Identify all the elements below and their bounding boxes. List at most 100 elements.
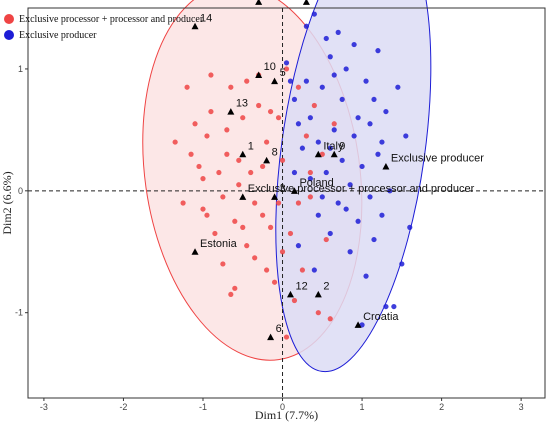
point-series-0-47 — [303, 133, 309, 139]
supp-label-4: 5 — [280, 67, 286, 79]
supp-label-12: 3 — [280, 183, 286, 195]
point-series-0-2 — [188, 151, 194, 157]
supp-label-3: 10 — [264, 61, 276, 73]
point-series-1-1 — [287, 78, 294, 84]
supp-label-14: Estonia — [200, 238, 238, 250]
point-series-1-2 — [291, 96, 298, 103]
point-series-1-38 — [403, 133, 409, 139]
point-series-0-45 — [295, 84, 302, 90]
supp-marker-9 — [330, 150, 338, 158]
point-series-1-46 — [303, 78, 309, 84]
point-series-0-19 — [232, 285, 238, 291]
point-series-1-18 — [339, 96, 345, 103]
legend-marker-processor — [4, 14, 14, 24]
legend-label-producer: Exclusive producer — [19, 30, 97, 41]
point-series-0-28 — [252, 255, 258, 261]
y-tick-label-1: 0 — [18, 186, 23, 196]
point-series-1-17 — [339, 157, 345, 163]
axis-ticks: -3 -2 -1 0 1 2 3-101 — [15, 64, 524, 412]
point-series-0-20 — [236, 157, 242, 163]
point-series-1-21 — [347, 182, 353, 188]
x-tick-label-3: 0 — [280, 402, 285, 412]
point-series-0-11 — [212, 230, 218, 237]
supp-marker-5 — [227, 108, 235, 115]
point-series-0-58 — [295, 200, 302, 206]
supp-label-18: 6 — [276, 323, 282, 335]
point-series-1-23 — [355, 218, 361, 224]
point-series-0-26 — [248, 169, 254, 176]
y-axis-label: Dim2 (6.6%) — [0, 171, 14, 234]
supp-marker-12 — [271, 193, 279, 200]
point-series-0-3 — [192, 121, 198, 127]
point-series-1-25 — [359, 322, 365, 328]
point-series-0-42 — [283, 66, 290, 72]
point-series-1-8 — [311, 11, 317, 17]
point-series-0-35 — [267, 224, 274, 230]
point-series-1-45 — [295, 243, 302, 249]
point-series-1-33 — [383, 108, 389, 115]
point-series-1-0 — [283, 60, 290, 66]
point-series-0-38 — [275, 115, 282, 121]
axes-frame — [27, 7, 546, 399]
point-series-1-37 — [399, 261, 405, 267]
point-series-0-52 — [319, 151, 325, 157]
supp-marker-3 — [255, 71, 263, 79]
supp-marker-18 — [267, 333, 275, 341]
point-series-0-15 — [224, 151, 230, 157]
point-series-1-36 — [395, 84, 401, 90]
point-series-0-17 — [228, 84, 234, 90]
supp-label-7: 8 — [272, 146, 278, 158]
point-series-0-21 — [236, 182, 242, 188]
point-series-0-40 — [279, 249, 286, 255]
legend-marker-producer — [4, 30, 14, 40]
point-series-1-35 — [387, 188, 393, 194]
point-series-1-55 — [327, 145, 333, 151]
point-series-0-7 — [204, 212, 210, 218]
point-series-1-26 — [363, 78, 369, 84]
supp-label-0: 14 — [200, 12, 212, 24]
point-series-0-55 — [331, 121, 337, 127]
point-series-1-4 — [299, 145, 306, 151]
point-series-0-22 — [240, 224, 246, 230]
point-series-0-10 — [208, 72, 214, 78]
point-series-0-33 — [264, 139, 270, 145]
ellipse-1 — [275, 0, 432, 373]
point-series-0-25 — [244, 78, 250, 84]
point-series-1-14 — [327, 230, 333, 237]
supp-marker-17 — [354, 321, 362, 328]
supp-label-11: Poland — [299, 177, 333, 189]
point-series-1-30 — [375, 48, 381, 54]
point-series-1-52 — [319, 194, 325, 200]
supp-label-6: 1 — [248, 140, 254, 152]
point-series-1-24 — [359, 163, 365, 170]
point-series-1-31 — [375, 151, 381, 157]
point-series-1-29 — [371, 236, 377, 243]
point-series-1-53 — [379, 139, 385, 145]
x-tick-label-0: -3 — [40, 402, 48, 412]
point-series-1-41 — [335, 29, 341, 35]
point-series-0-54 — [327, 316, 333, 322]
supp-marker-4 — [271, 77, 279, 85]
supp-label-17: Croatia — [363, 311, 399, 323]
point-series-0-31 — [260, 163, 266, 170]
point-series-1-54 — [343, 206, 349, 212]
point-series-1-19 — [343, 66, 349, 72]
supp-label-10: Exclusive producer — [391, 152, 484, 164]
point-series-0-34 — [264, 267, 270, 273]
point-series-1-51 — [291, 169, 298, 176]
supp-label-16: 12 — [295, 280, 307, 292]
point-series-0-39 — [279, 157, 286, 163]
y-tick-label-0: -1 — [15, 308, 23, 318]
plot-border — [27, 7, 546, 399]
point-series-0-43 — [287, 230, 294, 237]
point-series-1-50 — [391, 303, 397, 310]
supp-label-13: Exclusive processor + processor and prod… — [248, 183, 475, 195]
point-series-0-6 — [200, 206, 206, 212]
point-series-1-5 — [303, 23, 309, 29]
point-series-1-48 — [371, 96, 377, 103]
y-tick-label-2: 1 — [18, 64, 23, 74]
point-series-0-5 — [200, 176, 206, 182]
x-tick-label-4: 1 — [360, 402, 365, 412]
point-series-0-44 — [291, 297, 298, 304]
